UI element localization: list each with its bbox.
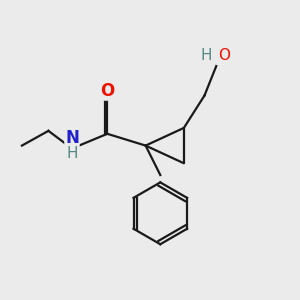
Text: H: H [66,146,78,161]
Text: H: H [200,48,212,63]
Text: N: N [65,129,79,147]
Text: O: O [218,48,230,63]
Text: O: O [100,82,114,100]
